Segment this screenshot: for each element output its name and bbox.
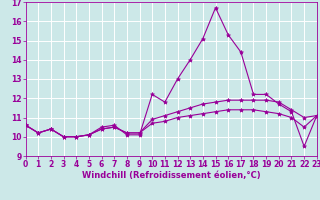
X-axis label: Windchill (Refroidissement éolien,°C): Windchill (Refroidissement éolien,°C) (82, 171, 260, 180)
